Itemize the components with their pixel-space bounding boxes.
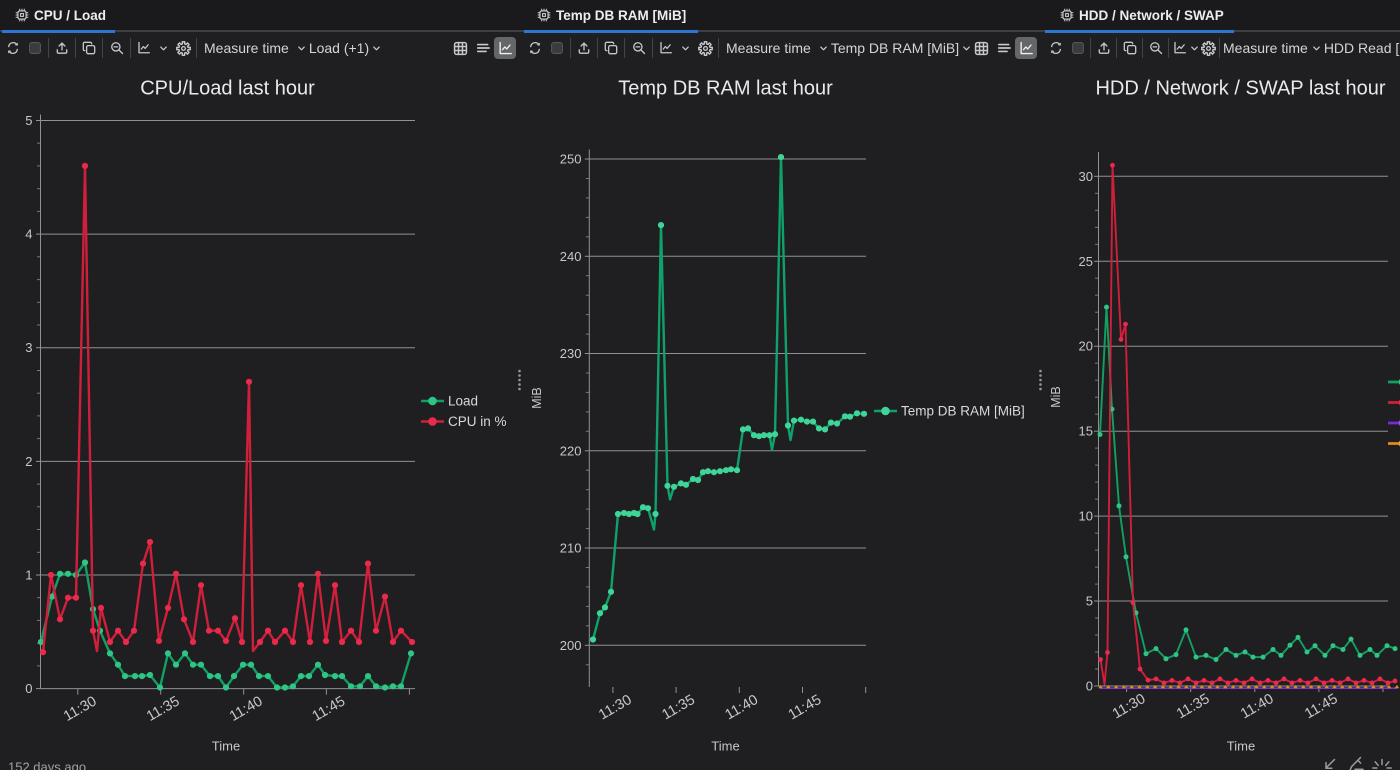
svg-text:25: 25: [1079, 254, 1093, 269]
svg-text:11:45: 11:45: [786, 692, 825, 723]
svg-text:10: 10: [1079, 509, 1093, 524]
svg-text:0: 0: [1086, 679, 1093, 694]
svg-text:Load: Load: [448, 394, 478, 409]
svg-text:30: 30: [1079, 169, 1093, 184]
svg-text:Time: Time: [212, 739, 240, 754]
svg-text:11:40: 11:40: [1238, 691, 1277, 722]
svg-text:4: 4: [25, 227, 32, 242]
svg-text:HDD / Network / SWAP last hour: HDD / Network / SWAP last hour: [1095, 78, 1385, 100]
svg-text:11:35: 11:35: [144, 693, 183, 724]
svg-text:11:40: 11:40: [227, 693, 266, 724]
svg-text:11:30: 11:30: [596, 692, 635, 723]
svg-text:Temp DB RAM last hour: Temp DB RAM last hour: [618, 78, 833, 100]
svg-text:230: 230: [560, 346, 582, 361]
svg-text:0: 0: [25, 681, 32, 696]
svg-text:11:35: 11:35: [1174, 691, 1213, 722]
svg-text:CPU in %: CPU in %: [448, 414, 507, 429]
svg-text:11:30: 11:30: [61, 693, 100, 724]
svg-text:MiB: MiB: [1049, 386, 1063, 408]
svg-text:220: 220: [560, 443, 582, 458]
svg-text:CPU/Load last hour: CPU/Load last hour: [140, 78, 315, 100]
svg-text:11:35: 11:35: [659, 692, 698, 723]
svg-text:250: 250: [560, 152, 582, 167]
svg-text:3: 3: [25, 340, 32, 355]
svg-text:15: 15: [1079, 424, 1093, 439]
svg-text:11:45: 11:45: [310, 693, 349, 724]
svg-text:5: 5: [1086, 594, 1093, 609]
svg-text:Time: Time: [1227, 739, 1255, 754]
svg-text:5: 5: [25, 113, 32, 128]
svg-text:2: 2: [25, 454, 32, 469]
svg-text:11:45: 11:45: [1302, 691, 1341, 722]
svg-text:Time: Time: [711, 739, 739, 754]
svg-text:1: 1: [25, 568, 32, 583]
svg-text:MiB: MiB: [530, 387, 544, 409]
svg-text:152 days ago: 152 days ago: [8, 760, 86, 770]
svg-text:200: 200: [560, 638, 582, 653]
svg-text:210: 210: [560, 541, 582, 556]
svg-text:240: 240: [560, 249, 582, 264]
svg-text:11:40: 11:40: [723, 692, 762, 723]
svg-text:20: 20: [1079, 339, 1093, 354]
svg-text:Temp DB RAM [MiB]: Temp DB RAM [MiB]: [901, 404, 1025, 419]
svg-text:11:30: 11:30: [1110, 691, 1149, 722]
